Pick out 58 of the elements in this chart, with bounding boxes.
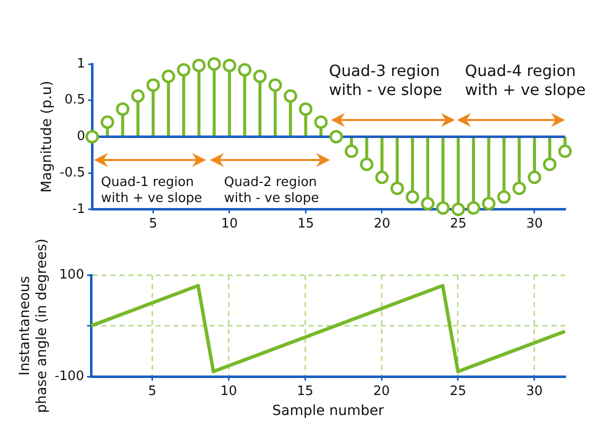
y-axis-title: Magnitude (p.u) <box>39 80 56 193</box>
x-tick-label: 5 <box>148 384 156 399</box>
point <box>466 201 480 215</box>
x-tick-label: 25 <box>450 216 467 232</box>
x-axis-title: Sample number <box>272 403 384 420</box>
x-tick-label: 15 <box>297 216 314 232</box>
x-tick-label: 30 <box>526 216 543 232</box>
point <box>85 130 99 144</box>
x-tick-label: 5 <box>149 216 158 232</box>
x-tick-label: 20 <box>374 216 390 232</box>
point <box>406 190 420 204</box>
annotation: Quad-4 region with + ve slope <box>465 62 586 101</box>
x-tick-label: 15 <box>296 384 314 399</box>
point <box>329 130 343 144</box>
point <box>375 170 389 184</box>
x-tick-label: 25 <box>450 384 466 399</box>
point <box>222 58 236 72</box>
point <box>176 63 190 77</box>
x-tick-label: 30 <box>526 384 543 399</box>
annotation: Quad-1 region with + ve slope <box>101 175 202 208</box>
y-tick-label: 1 <box>76 56 86 72</box>
y-tick-label: 100 <box>59 267 84 282</box>
point <box>420 196 434 210</box>
annotation: Quad-3 region with - ve slope <box>329 62 442 101</box>
y-tick-label: 0.5 <box>64 92 86 108</box>
point <box>482 196 496 210</box>
point <box>268 78 282 92</box>
point <box>207 57 221 71</box>
point <box>451 202 465 216</box>
point <box>344 144 358 158</box>
y-tick-label: -0.5 <box>60 165 86 180</box>
point <box>390 182 404 196</box>
x-tick-label: 10 <box>221 216 238 232</box>
point <box>314 115 328 129</box>
point <box>542 158 556 172</box>
point <box>146 78 160 92</box>
point <box>528 170 542 184</box>
point <box>238 63 252 77</box>
point <box>360 158 374 172</box>
point <box>436 201 450 215</box>
point <box>253 70 267 84</box>
point <box>100 115 114 129</box>
y-tick-label: 0 <box>76 129 86 144</box>
point <box>512 182 526 196</box>
point <box>131 89 145 103</box>
y-axis-title: Instantaneous phase angle (in degrees) <box>17 238 50 414</box>
annotation: Quad-2 region with - ve slope <box>224 175 319 208</box>
point <box>116 102 130 116</box>
point <box>497 190 511 204</box>
y-tick-label: -100 <box>54 368 84 384</box>
x-tick-label: 10 <box>220 384 237 399</box>
point <box>298 102 312 116</box>
point <box>192 58 206 72</box>
point <box>284 89 298 103</box>
x-tick-label: 20 <box>373 384 390 399</box>
point <box>162 70 176 84</box>
y-tick-label: -1 <box>72 202 86 217</box>
point <box>558 144 572 158</box>
